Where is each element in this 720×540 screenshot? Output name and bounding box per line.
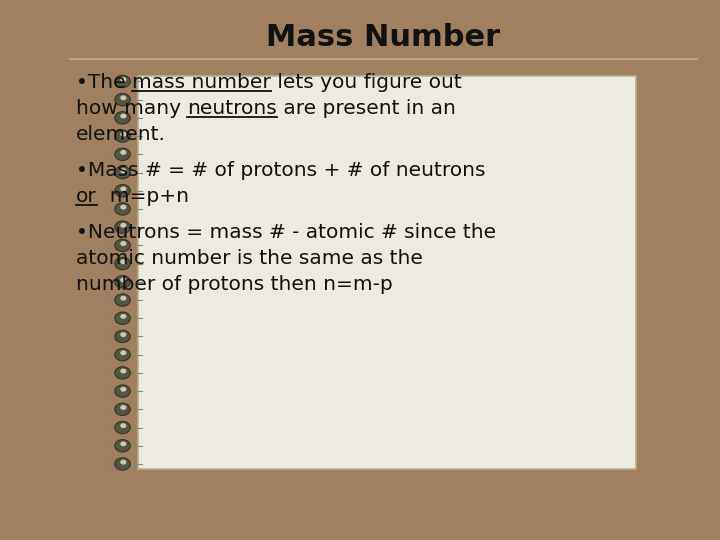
Text: mass number: mass number [132,73,271,92]
Ellipse shape [120,113,127,118]
Ellipse shape [114,239,130,252]
Ellipse shape [114,330,130,342]
Ellipse shape [120,150,127,155]
Ellipse shape [120,296,127,301]
Ellipse shape [114,348,130,361]
Ellipse shape [120,332,127,337]
Ellipse shape [120,278,127,282]
Text: neutrons: neutrons [187,99,277,118]
Text: number of protons then n=m-p: number of protons then n=m-p [76,275,392,294]
Text: or: or [76,187,96,206]
Ellipse shape [114,294,130,306]
Ellipse shape [120,77,127,82]
Ellipse shape [114,203,130,215]
Ellipse shape [114,148,130,160]
Text: are present in an: are present in an [277,99,456,118]
Ellipse shape [114,258,130,270]
Ellipse shape [120,205,127,210]
Ellipse shape [114,112,130,124]
Ellipse shape [120,96,127,100]
Ellipse shape [120,241,127,246]
Text: atomic number is the same as the: atomic number is the same as the [76,249,423,268]
Text: Mass Number: Mass Number [266,23,500,52]
Text: lets you figure out: lets you figure out [271,73,462,92]
Ellipse shape [120,223,127,228]
Text: •Neutrons = mass # - atomic # since the: •Neutrons = mass # - atomic # since the [76,223,496,242]
Ellipse shape [114,421,130,434]
Ellipse shape [120,168,127,173]
Ellipse shape [114,312,130,325]
Ellipse shape [114,440,130,452]
Ellipse shape [120,387,127,392]
Ellipse shape [114,130,130,142]
Text: •Mass # = # of protons + # of neutrons: •Mass # = # of protons + # of neutrons [76,161,485,180]
Ellipse shape [114,93,130,106]
Ellipse shape [120,259,127,264]
Ellipse shape [114,166,130,179]
Ellipse shape [120,314,127,319]
Text: m=p+n: m=p+n [96,187,189,206]
FancyBboxPatch shape [138,76,636,469]
Text: element.: element. [76,125,166,144]
Ellipse shape [114,385,130,397]
Ellipse shape [114,221,130,233]
Text: how many: how many [76,99,187,118]
Ellipse shape [120,423,127,428]
Ellipse shape [120,441,127,447]
Ellipse shape [114,185,130,197]
Ellipse shape [120,405,127,410]
Ellipse shape [114,75,130,87]
Ellipse shape [114,403,130,415]
Text: •The: •The [76,73,132,92]
Ellipse shape [114,458,130,470]
Ellipse shape [114,275,130,288]
Ellipse shape [120,350,127,355]
Ellipse shape [120,460,127,464]
Ellipse shape [120,132,127,137]
Ellipse shape [120,186,127,191]
Ellipse shape [114,367,130,379]
Ellipse shape [120,369,127,374]
